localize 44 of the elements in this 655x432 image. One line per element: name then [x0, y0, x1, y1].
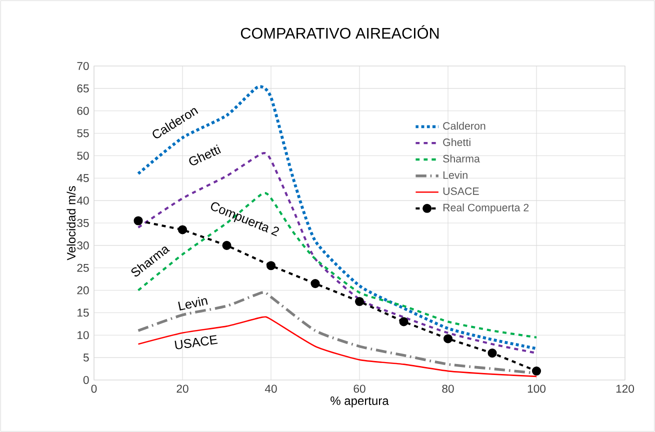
- chart-title: COMPARATIVO AIREACIÓN: [240, 25, 439, 39]
- legend-label: Ghetti: [443, 138, 470, 146]
- y-tick-label: 5: [83, 354, 89, 362]
- y-tick-label: 35: [77, 218, 89, 228]
- point: [178, 225, 188, 234]
- legend-label: Sharma: [443, 154, 480, 162]
- y-tick-label: 0: [83, 376, 89, 384]
- y-tick-label: 50: [77, 152, 89, 160]
- y-tick-label: 30: [77, 241, 89, 250]
- annotation: USACE: [174, 335, 218, 350]
- y-axis-title: Velocidad m/s: [66, 186, 76, 260]
- annotation: Levin: [178, 297, 208, 310]
- point: [399, 317, 408, 326]
- y-tick-label: 40: [76, 196, 89, 205]
- y-tick-label: 25: [77, 264, 89, 272]
- y-tick-label: 10: [78, 331, 89, 340]
- x-axis-title: % apertura: [330, 396, 389, 408]
- point: [532, 366, 542, 376]
- y-tick-label: 70: [77, 62, 89, 70]
- point: [134, 216, 143, 226]
- point: [488, 348, 497, 358]
- y-tick-label: 20: [77, 286, 89, 294]
- legend-label: Levin: [443, 171, 468, 179]
- legend-label: Calderon: [443, 122, 486, 130]
- point: [310, 279, 320, 288]
- x-tick-label: 60: [354, 384, 366, 393]
- x-tick-label: 20: [176, 384, 188, 393]
- y-tick-label: 15: [78, 308, 89, 317]
- y-tick-label: 45: [76, 174, 89, 182]
- x-tick-label: 80: [442, 384, 454, 393]
- annotation: Ghetti: [189, 144, 221, 166]
- point: [266, 261, 276, 270]
- legend-label: Real Compuerta 2: [443, 204, 529, 214]
- point: [354, 296, 364, 306]
- x-tick-label: 120: [616, 384, 634, 393]
- x-tick-label: 0: [91, 384, 97, 393]
- legend-label: USACE: [443, 187, 479, 195]
- y-tick-label: 65: [77, 84, 89, 92]
- x-tick-label: 40: [264, 384, 277, 393]
- point: [222, 240, 232, 250]
- y-tick-label: 55: [77, 129, 89, 138]
- y-tick-label: 60: [77, 106, 89, 115]
- x-tick-label: 100: [528, 384, 546, 393]
- point: [443, 334, 453, 344]
